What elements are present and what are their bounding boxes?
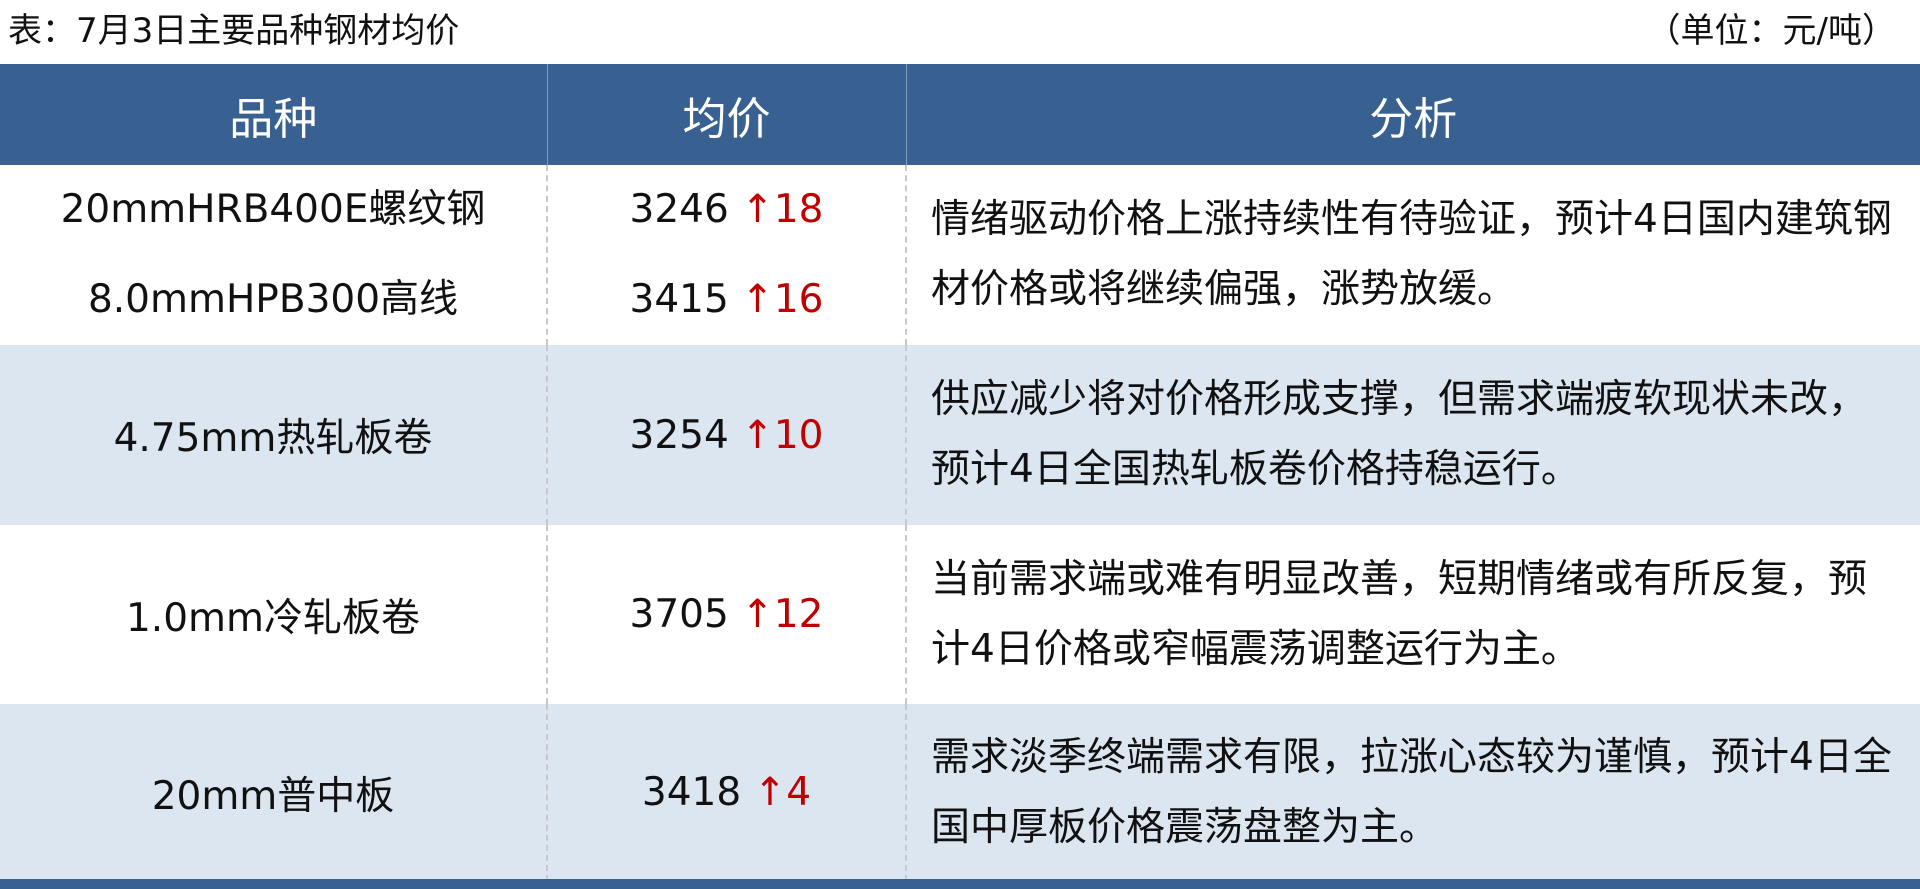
price-change: 12 bbox=[773, 592, 824, 637]
up-arrow-icon: ↑ bbox=[753, 770, 787, 815]
price-change: 16 bbox=[773, 277, 824, 322]
table-row: 20mmHRB400E螺纹钢 8.0mmHPB300高线 3246 ↑18 34… bbox=[0, 165, 1920, 345]
variety-name: 20mmHRB400E螺纹钢 bbox=[60, 187, 486, 232]
table-row: 1.0mm冷轧板卷 3705 ↑12 当前需求端或难有明显改善，短期情绪或有所反… bbox=[0, 525, 1920, 704]
price-cell: 3705 ↑12 bbox=[546, 525, 906, 704]
steel-price-table: 品种 均价 分析 20mmHRB400E螺纹钢 8.0mmHPB300高线 32… bbox=[0, 64, 1920, 881]
analysis-cell: 供应减少将对价格形成支撑，但需求端疲软现状未改，预计4日全国热轧板卷价格持稳运行… bbox=[905, 345, 1920, 525]
price-value: 3418 bbox=[641, 770, 742, 815]
up-arrow-icon: ↑ bbox=[741, 187, 774, 232]
variety-cell: 20mmHRB400E螺纹钢 8.0mmHPB300高线 bbox=[0, 165, 547, 345]
header-price: 均价 bbox=[546, 64, 906, 165]
price-value: 3254 bbox=[629, 412, 729, 458]
variety-name: 4.75mm热轧板卷 bbox=[0, 345, 547, 525]
variety-name: 8.0mmHPB300高线 bbox=[87, 277, 459, 322]
analysis-cell: 情绪驱动价格上涨持续性有待验证，预计4日国内建筑钢材价格或将继续偏强，涨势放缓。 bbox=[905, 165, 1920, 345]
up-arrow-icon: ↑ bbox=[741, 592, 774, 637]
table-row: 20mm普中板 3418 ↑4 需求淡季终端需求有限，拉涨心态较为谨慎，预计4日… bbox=[0, 704, 1920, 881]
price-value: 3705 bbox=[629, 592, 729, 637]
price-change: 10 bbox=[773, 412, 824, 458]
variety-name: 20mm普中板 bbox=[0, 704, 547, 881]
price-cell: 3254 ↑10 bbox=[546, 345, 906, 525]
header-row: 品种 均价 分析 bbox=[0, 64, 1920, 165]
price-cell: 3418 ↑4 bbox=[546, 704, 906, 881]
price-cell: 3246 ↑18 3415 ↑16 bbox=[546, 165, 906, 345]
header-variety: 品种 bbox=[0, 64, 547, 165]
up-arrow-icon: ↑ bbox=[741, 412, 774, 458]
bottom-border bbox=[0, 879, 1920, 889]
price-value: 3246 bbox=[629, 187, 729, 232]
table-row: 4.75mm热轧板卷 3254 ↑10 供应减少将对价格形成支撑，但需求端疲软现… bbox=[0, 345, 1920, 525]
unit-label: （单位：元/吨） bbox=[1646, 11, 1896, 51]
analysis-cell: 需求淡季终端需求有限，拉涨心态较为谨慎，预计4日全国中厚板价格震荡盘整为主。 bbox=[905, 704, 1920, 881]
price-value: 3415 bbox=[629, 277, 729, 322]
table-title: 表：7月3日主要品种钢材均价 bbox=[8, 11, 460, 51]
price-change: 18 bbox=[773, 187, 824, 232]
price-change: 4 bbox=[786, 770, 812, 815]
analysis-cell: 当前需求端或难有明显改善，短期情绪或有所反复，预计4日价格或窄幅震荡调整运行为主… bbox=[905, 525, 1920, 704]
variety-name: 1.0mm冷轧板卷 bbox=[125, 595, 420, 641]
header-analysis: 分析 bbox=[905, 64, 1920, 165]
up-arrow-icon: ↑ bbox=[741, 277, 774, 322]
